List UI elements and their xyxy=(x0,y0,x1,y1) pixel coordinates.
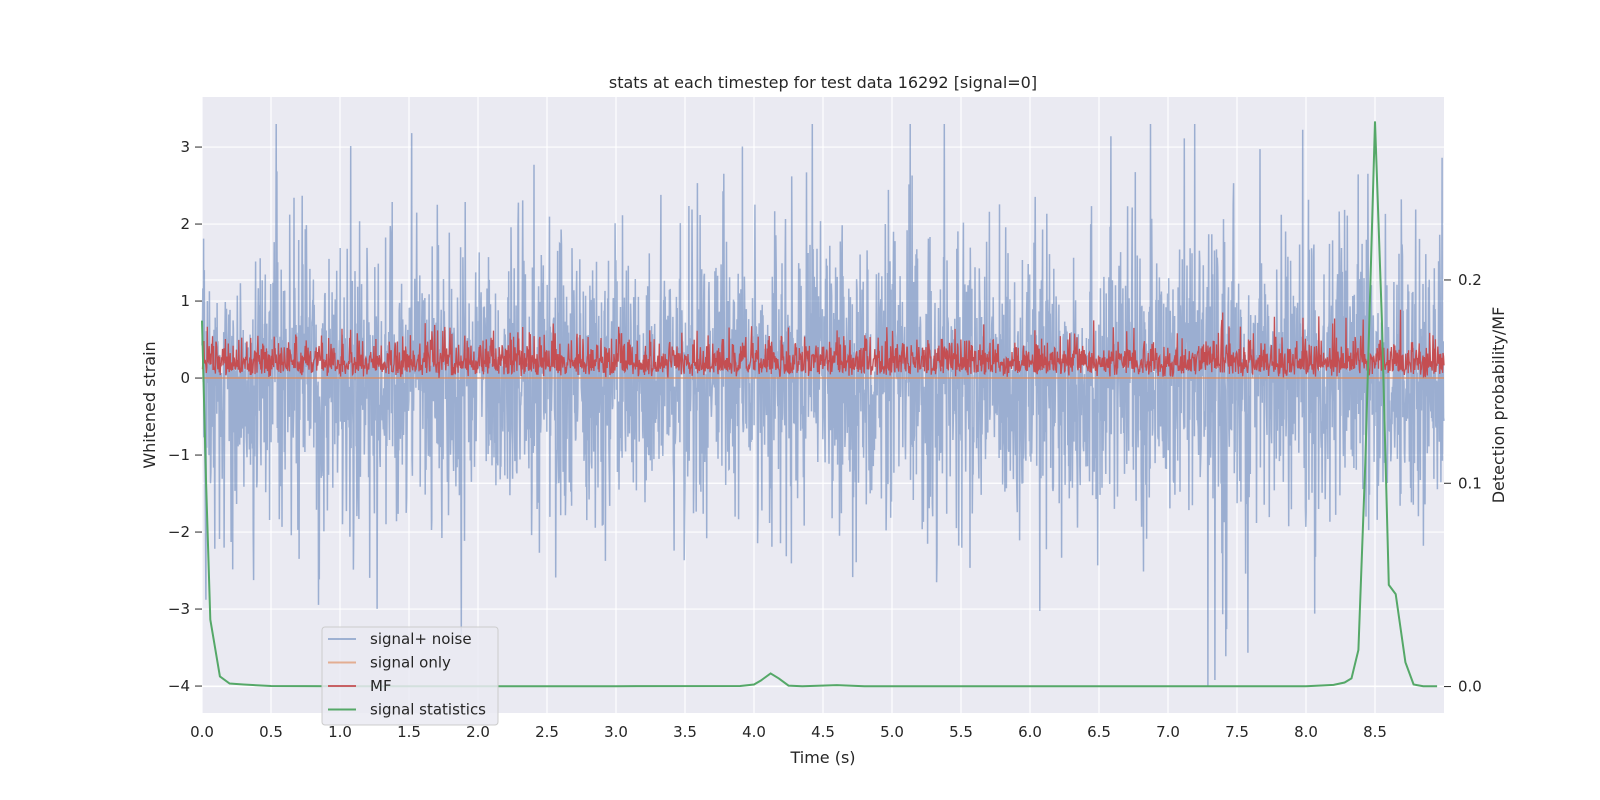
y-tick-label: −3 xyxy=(168,600,190,618)
x-tick-label: 0.5 xyxy=(259,723,283,741)
x-tick-label: 1.5 xyxy=(397,723,421,741)
x-tick-label: 8.0 xyxy=(1294,723,1318,741)
x-tick-label: 5.5 xyxy=(949,723,973,741)
x-tick-label: 6.0 xyxy=(1018,723,1042,741)
y-axis-label: Whitened strain xyxy=(140,341,159,468)
y-tick-label: 3 xyxy=(180,138,190,156)
y2-tick-label: 0.2 xyxy=(1458,271,1482,289)
y2-axis-label: Detection probability/MF xyxy=(1489,307,1508,504)
legend-label: MF xyxy=(370,677,392,695)
x-tick-label: 0.0 xyxy=(190,723,214,741)
series-layer xyxy=(201,121,1445,688)
x-tick-label: 3.0 xyxy=(604,723,628,741)
axes: 0.0 0.5 1.0 1.5 2.0 2.5 3.0 3.5 4.0 4.5 5.0 5.5 6.0 6… xyxy=(168,138,1482,741)
y-tick-label: 2 xyxy=(180,215,190,233)
x-tick-label: 3.5 xyxy=(673,723,697,741)
y2-tick-label: 0.1 xyxy=(1458,474,1482,492)
x-axis-label: Time (s) xyxy=(789,748,855,767)
y-tick-label: −2 xyxy=(168,523,190,541)
legend-label: signal+ noise xyxy=(370,630,472,648)
x-tick-label: 4.0 xyxy=(742,723,766,741)
y-tick-label: 0 xyxy=(180,369,190,387)
chart-title: stats at each timestep for test data 162… xyxy=(609,73,1037,92)
x-tick-label: 6.5 xyxy=(1087,723,1111,741)
y2-tick-label: 0.0 xyxy=(1458,678,1482,696)
series-signal-noise xyxy=(201,123,1445,687)
y-tick-label: −4 xyxy=(168,677,190,695)
legend-label: signal statistics xyxy=(370,701,486,719)
legend: signal+ noise signal only MF signal statist… xyxy=(321,626,499,726)
series-signal-statistics xyxy=(201,121,1438,688)
x-tick-label: 1.0 xyxy=(328,723,352,741)
x-tick-label: 7.0 xyxy=(1156,723,1180,741)
legend-box xyxy=(321,626,499,726)
x-tick-label: 7.5 xyxy=(1225,723,1249,741)
y-tick-label: −1 xyxy=(168,446,190,464)
x-tick-label: 2.5 xyxy=(535,723,559,741)
x-tick-label: 5.0 xyxy=(880,723,904,741)
x-tick-label: 4.5 xyxy=(811,723,835,741)
legend-label: signal only xyxy=(370,654,451,672)
x-tick-label: 2.0 xyxy=(466,723,490,741)
y-tick-label: 1 xyxy=(180,292,190,310)
x-tick-label: 8.5 xyxy=(1363,723,1387,741)
series-mf xyxy=(201,309,1445,379)
